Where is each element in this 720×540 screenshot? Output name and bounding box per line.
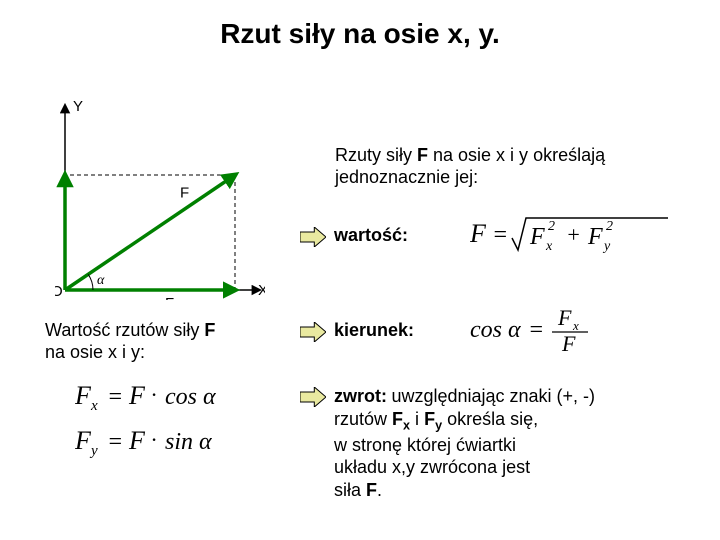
svg-text:sin: sin bbox=[165, 429, 193, 455]
svg-text:y: y bbox=[602, 239, 611, 254]
caption-line2: na osie x i y: bbox=[45, 342, 145, 362]
svg-text:F: F bbox=[470, 219, 487, 248]
intro-pre: Rzuty siły bbox=[335, 145, 417, 165]
formula-fy: F y = F · sin α bbox=[75, 425, 265, 465]
svg-text:Y: Y bbox=[73, 100, 83, 115]
svg-text:α: α bbox=[97, 273, 105, 288]
arrow-right-icon bbox=[300, 227, 326, 247]
svg-text:=: = bbox=[492, 222, 508, 248]
svg-text:F: F bbox=[561, 331, 576, 356]
svg-text:2: 2 bbox=[606, 219, 613, 234]
svg-text:F: F bbox=[128, 426, 146, 455]
bullet-label-sense: zwrot: bbox=[334, 386, 387, 406]
projection-caption: Wartość rzutów siły F na osie x i y: bbox=[45, 320, 265, 363]
force-diagram: YXOFFxFyα bbox=[55, 100, 265, 300]
svg-text:F: F bbox=[180, 185, 189, 202]
formula-fx: F x = F · cos α bbox=[75, 380, 265, 420]
page-title: Rzut siły na osie x, y. bbox=[0, 18, 720, 50]
svg-text:X: X bbox=[258, 282, 265, 299]
svg-text:y: y bbox=[89, 443, 98, 459]
caption-bold: F bbox=[204, 320, 215, 340]
svg-text:O: O bbox=[55, 283, 63, 300]
svg-text:F: F bbox=[557, 305, 572, 330]
intro-bold: F bbox=[417, 145, 428, 165]
svg-text:F: F bbox=[529, 224, 545, 250]
svg-text:F: F bbox=[75, 381, 92, 410]
svg-text:=: = bbox=[107, 429, 123, 455]
bullet-row-sense: zwrot: uwzględniając znaki (+, -)rzutów … bbox=[300, 385, 595, 501]
svg-text:·: · bbox=[151, 382, 157, 407]
svg-text:α: α bbox=[203, 384, 216, 410]
svg-text:·: · bbox=[151, 427, 157, 452]
svg-text:=: = bbox=[107, 384, 123, 410]
bullet-row-value: wartość: bbox=[300, 225, 408, 247]
arrow-right-icon bbox=[300, 322, 326, 342]
bullet-label-direction: kierunek: bbox=[334, 320, 414, 341]
svg-text:Fx: Fx bbox=[165, 295, 180, 300]
svg-text:F: F bbox=[587, 224, 603, 250]
svg-text:=: = bbox=[528, 317, 544, 343]
svg-text:α: α bbox=[508, 317, 521, 343]
formula-cos: cos α = F x F bbox=[470, 305, 640, 363]
arrow-right-icon bbox=[300, 387, 326, 407]
caption-pre: Wartość rzutów siły bbox=[45, 320, 204, 340]
svg-text:+: + bbox=[566, 222, 581, 247]
bullet-label-value: wartość: bbox=[334, 225, 408, 246]
svg-text:F: F bbox=[75, 426, 92, 455]
formula-magnitude: F = F x 2 + F y 2 bbox=[470, 210, 670, 264]
svg-text:cos: cos bbox=[165, 384, 197, 410]
intro-text: Rzuty siły F na osie x i y określają jed… bbox=[335, 145, 695, 188]
svg-text:F: F bbox=[128, 381, 146, 410]
svg-text:2: 2 bbox=[548, 219, 555, 234]
bullet-sense-content: zwrot: uwzględniając znaki (+, -)rzutów … bbox=[334, 385, 595, 501]
svg-text:x: x bbox=[545, 239, 553, 254]
svg-text:cos: cos bbox=[470, 317, 502, 343]
svg-text:x: x bbox=[90, 398, 98, 414]
svg-text:α: α bbox=[199, 429, 212, 455]
bullet-row-direction: kierunek: bbox=[300, 320, 414, 342]
